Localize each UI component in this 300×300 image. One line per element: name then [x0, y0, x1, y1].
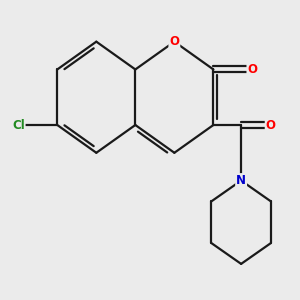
Text: Cl: Cl	[12, 118, 25, 131]
Text: O: O	[169, 35, 179, 48]
Text: O: O	[248, 63, 257, 76]
Text: N: N	[236, 174, 246, 187]
Text: O: O	[266, 118, 276, 131]
